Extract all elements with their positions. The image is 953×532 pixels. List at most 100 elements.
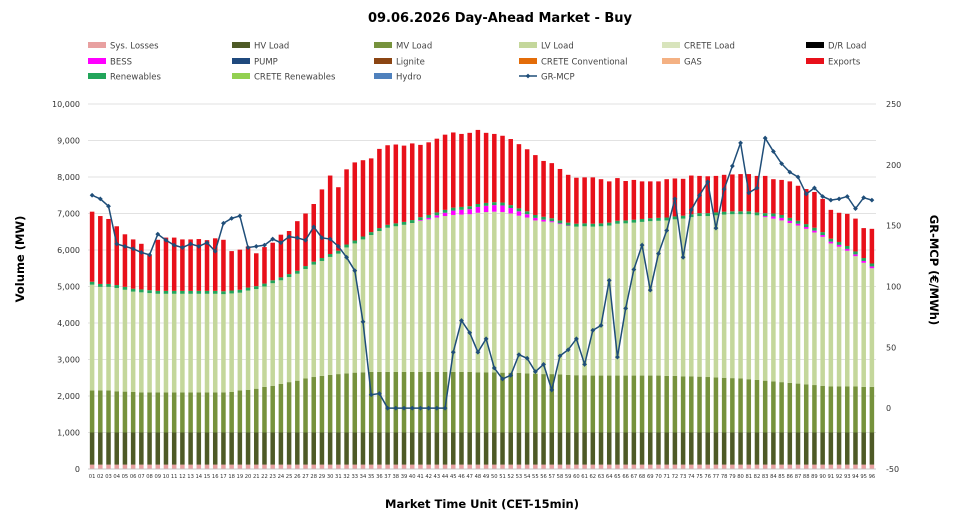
bar-exports bbox=[89, 211, 95, 282]
bar-exports bbox=[221, 239, 226, 292]
bar-renewables bbox=[483, 202, 489, 206]
bar-renewables bbox=[319, 258, 325, 261]
bar-sys-losses bbox=[393, 464, 399, 469]
bar-sys-losses bbox=[130, 464, 136, 469]
bar-renewables bbox=[771, 213, 776, 217]
bar-renewables bbox=[738, 211, 743, 215]
bar-sys-losses bbox=[656, 464, 661, 469]
bar-lv-load bbox=[451, 214, 456, 372]
bar-hv-load bbox=[237, 432, 243, 465]
bar-exports bbox=[204, 240, 210, 291]
bar-renewables bbox=[475, 204, 481, 207]
axes: 0 1,000 2,000 3,000 4,000 5,000 6,000 7,000 8,00… bbox=[52, 100, 901, 480]
legend-marker-gr-mcp bbox=[525, 73, 531, 79]
bar-mv-load bbox=[155, 392, 161, 433]
bar-lv-load bbox=[836, 246, 842, 387]
x-tick-label: 44 bbox=[442, 474, 449, 480]
y-tick-label: 7,000 bbox=[57, 210, 80, 219]
x-tick-label: 26 bbox=[294, 474, 301, 480]
bar-lv-load bbox=[418, 220, 423, 372]
bar-hv-load bbox=[204, 432, 210, 465]
x-tick-label: 17 bbox=[220, 474, 227, 480]
bar-renewables bbox=[196, 290, 202, 294]
gr-mcp-point bbox=[401, 405, 407, 411]
bar-lv-load bbox=[853, 256, 858, 387]
bar-hv-load bbox=[352, 432, 358, 465]
bar-sys-losses bbox=[648, 464, 653, 469]
bar-hv-load bbox=[738, 432, 743, 465]
bar-sys-losses bbox=[89, 464, 95, 469]
bar-lv-load bbox=[106, 286, 111, 391]
bar-exports bbox=[598, 179, 604, 224]
bar-hv-load bbox=[549, 432, 555, 465]
bar-sys-losses bbox=[639, 464, 645, 469]
bar-sys-losses bbox=[98, 464, 103, 469]
bar-sys-losses bbox=[336, 464, 341, 469]
gr-mcp-point bbox=[204, 240, 210, 246]
bar-hv-load bbox=[434, 432, 440, 465]
x-tick-label: 57 bbox=[548, 474, 555, 480]
gr-mcp-point bbox=[647, 287, 653, 293]
gr-mcp-point bbox=[319, 235, 325, 241]
bar-mv-load bbox=[648, 375, 653, 433]
bar-mv-load bbox=[738, 378, 743, 433]
bar-hv-load bbox=[664, 432, 669, 465]
gr-mcp-point bbox=[820, 194, 826, 199]
chart-title: 09.06.2026 Day-Ahead Market - Buy bbox=[368, 11, 633, 26]
gr-mcp-point bbox=[163, 237, 169, 243]
bar-renewables bbox=[762, 213, 768, 217]
gr-mcp-line bbox=[89, 135, 875, 411]
bar-exports bbox=[459, 133, 464, 207]
bar-lv-load bbox=[98, 286, 103, 391]
bar-sys-losses bbox=[680, 464, 686, 469]
bar-mv-load bbox=[631, 375, 637, 433]
bar-sys-losses bbox=[713, 464, 719, 469]
gr-mcp-point bbox=[483, 336, 489, 342]
bar-hv-load bbox=[836, 432, 842, 465]
gr-mcp-point bbox=[795, 174, 801, 180]
bar-lv-load bbox=[721, 214, 727, 378]
legend-label-crete-renewables: CRETE Renewables bbox=[254, 73, 336, 83]
x-tick-label: 89 bbox=[811, 474, 818, 480]
y-tick-label: 9,000 bbox=[57, 137, 80, 146]
bar-renewables bbox=[828, 238, 834, 242]
bar-lv-load bbox=[500, 212, 505, 373]
gr-mcp-point bbox=[721, 186, 727, 192]
bar-lv-load bbox=[352, 243, 358, 373]
bar-renewables bbox=[418, 217, 423, 221]
bar-exports bbox=[467, 132, 472, 207]
bar-hv-load bbox=[812, 432, 817, 465]
gr-mcp-point bbox=[467, 330, 473, 336]
bar-renewables bbox=[295, 270, 300, 274]
bar-mv-load bbox=[262, 386, 267, 433]
bar-renewables bbox=[401, 221, 407, 225]
bar-hv-load bbox=[278, 432, 284, 465]
bar-sys-losses bbox=[114, 464, 119, 469]
bar-renewables bbox=[130, 288, 136, 292]
bar-exports bbox=[475, 129, 481, 205]
bar-mv-load bbox=[730, 378, 735, 433]
x-tick-label: 86 bbox=[787, 474, 794, 480]
bar-lv-load bbox=[237, 292, 243, 391]
x-tick-label: 90 bbox=[819, 474, 826, 480]
bar-exports bbox=[262, 247, 267, 284]
bar-lv-load bbox=[311, 264, 316, 378]
bar-bess bbox=[820, 235, 825, 237]
gr-mcp-point bbox=[615, 354, 620, 360]
gr-mcp-point bbox=[779, 161, 785, 167]
x-tick-label: 11 bbox=[171, 474, 178, 480]
legend-label-hydro: Hydro bbox=[396, 73, 421, 83]
bar-renewables bbox=[861, 258, 866, 261]
gr-mcp-point bbox=[344, 254, 349, 260]
bar-exports bbox=[368, 158, 374, 233]
bar-mv-load bbox=[221, 392, 226, 433]
gr-mcp-point bbox=[631, 267, 637, 272]
bar-lv-load bbox=[746, 214, 752, 380]
bar-lv-load bbox=[483, 212, 489, 373]
bar-renewables bbox=[590, 223, 596, 227]
gr-mcp-point bbox=[179, 245, 185, 250]
x-tick-label: 48 bbox=[475, 474, 482, 480]
legend-swatch-crete-load bbox=[662, 42, 680, 48]
bar-hv-load bbox=[648, 432, 653, 465]
bar-lv-load bbox=[278, 280, 284, 384]
